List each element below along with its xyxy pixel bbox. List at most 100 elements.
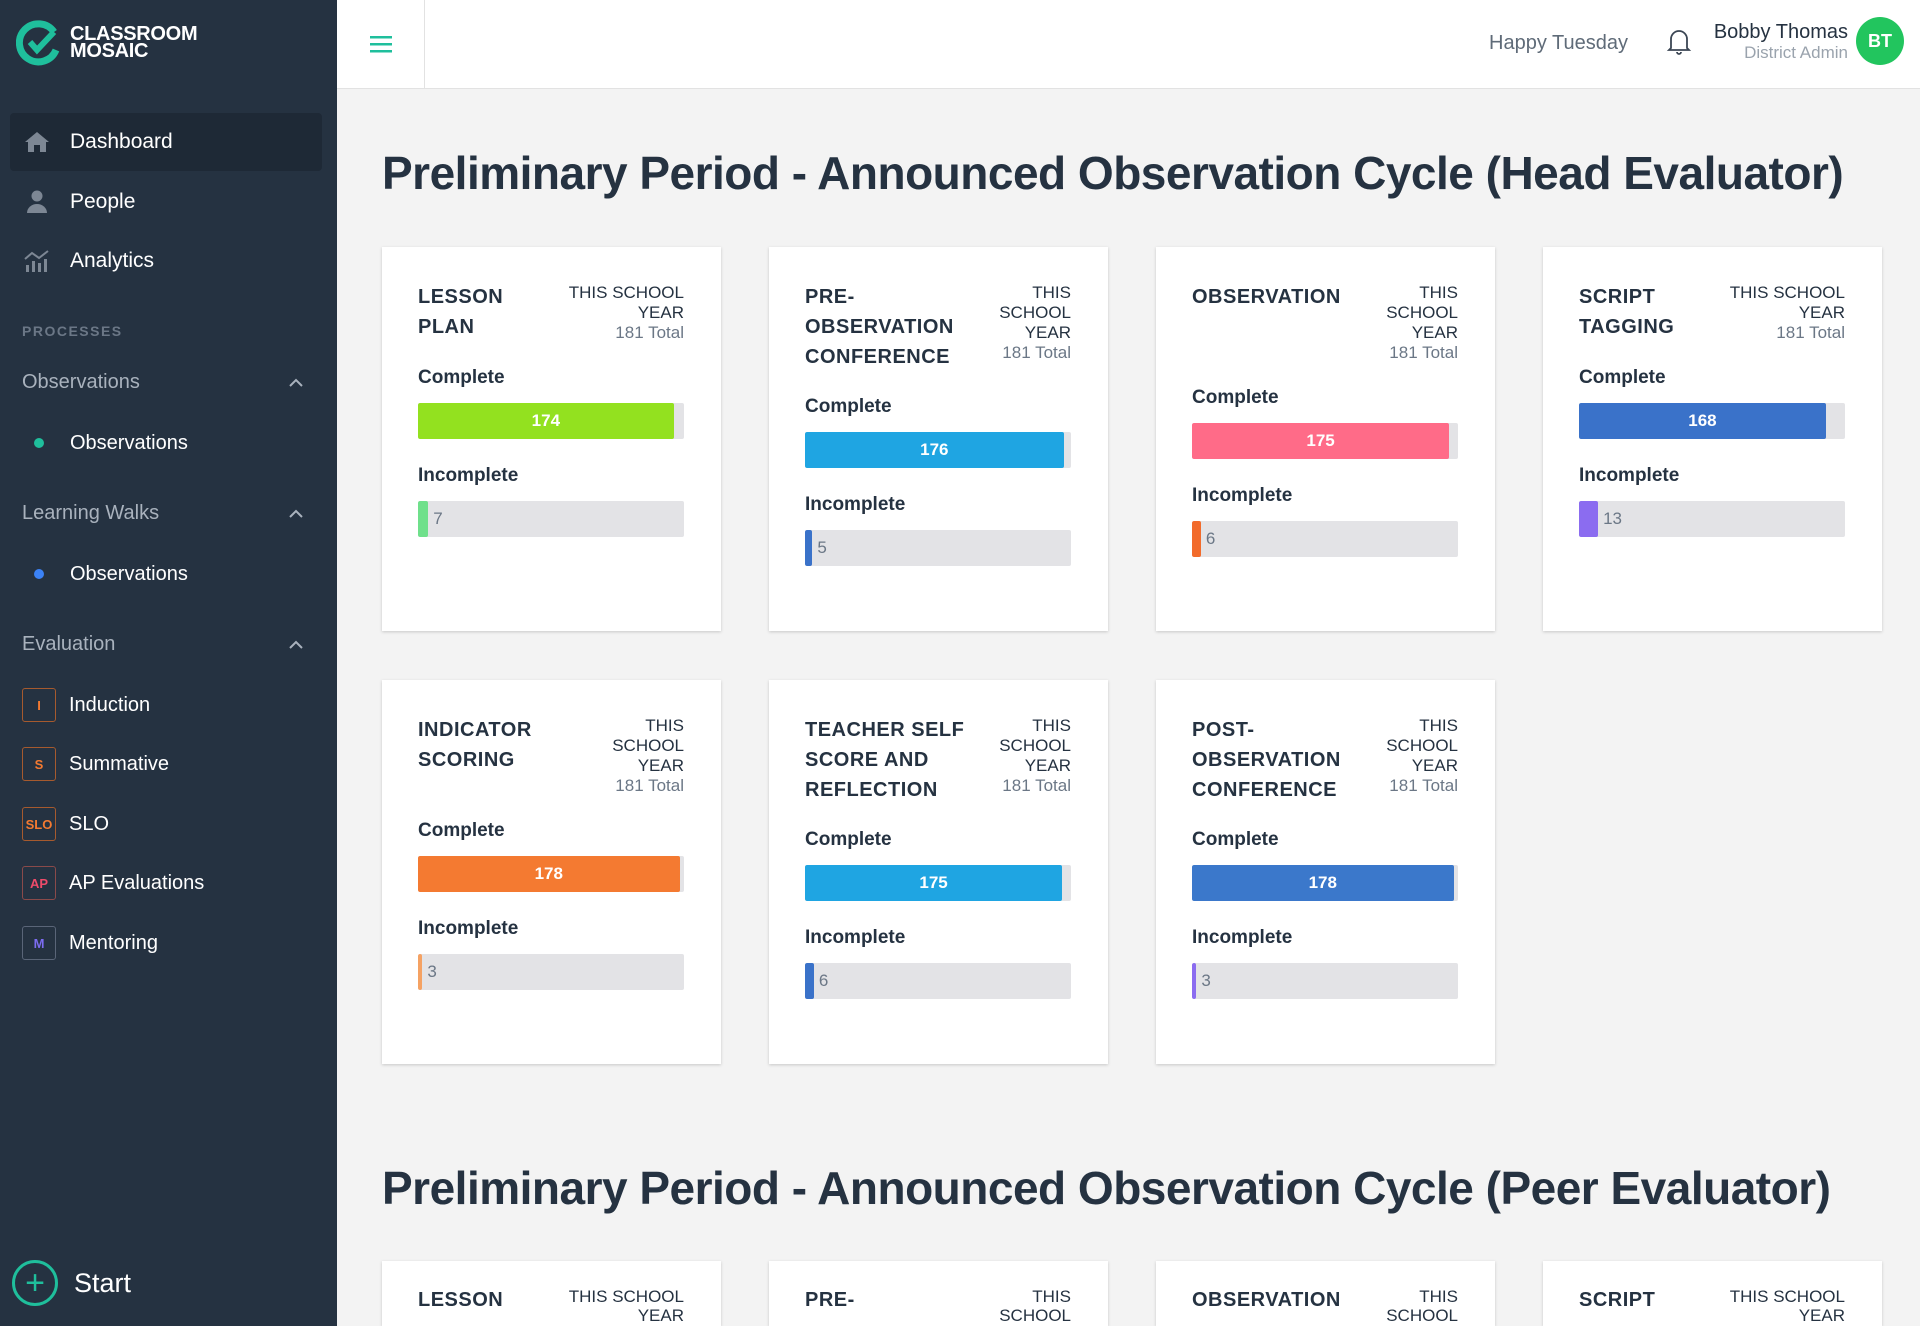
card-period-line: THIS — [1419, 283, 1458, 302]
incomplete-progress-bar[interactable]: 13 — [1579, 501, 1845, 537]
complete-label: Complete — [1192, 387, 1279, 408]
card-period-line: SCHOOL — [999, 736, 1071, 755]
process-card[interactable]: INDICATOR SCORING THIS SCHOOL YEAR 181 Total C… — [382, 680, 721, 1064]
card-title-line: OBSERVATION — [1192, 1289, 1341, 1311]
complete-progress-bar[interactable]: 178 — [418, 856, 684, 892]
incomplete-label: Incomplete — [1579, 465, 1680, 486]
incomplete-label: Incomplete — [418, 918, 519, 939]
complete-progress-bar[interactable]: 176 — [805, 432, 1071, 468]
group-label: Learning Walks — [22, 502, 160, 524]
process-card[interactable]: PRE- THIS SCHOOL — [769, 1261, 1108, 1326]
complete-label: Complete — [805, 829, 892, 850]
card-meta: THIS SCHOOL YEAR — [1730, 1287, 1845, 1325]
complete-label: Complete — [805, 396, 892, 417]
complete-progress-bar[interactable]: 175 — [805, 865, 1071, 901]
card-meta: THIS SCHOOL YEAR 181 Total — [999, 283, 1071, 363]
card-period-line: THIS SCHOOL — [1729, 283, 1845, 302]
incomplete-progress-bar[interactable]: 3 — [1192, 963, 1458, 999]
chevron-up-icon — [289, 378, 303, 387]
sidebar-subitem[interactable]: Observations — [32, 430, 188, 456]
complete-progress-bar[interactable]: 175 — [1192, 423, 1458, 459]
subitem-label: Induction — [69, 693, 151, 716]
sidebar-subitem[interactable]: Observations — [32, 561, 188, 587]
menu-toggle-button[interactable] — [337, 0, 425, 88]
main-content: Preliminary Period - Announced Observati… — [337, 89, 1920, 1326]
subitem-label: Mentoring — [69, 931, 158, 954]
incomplete-count: 5 — [817, 538, 827, 557]
plus-icon: + — [12, 1260, 58, 1306]
complete-label: Complete — [1192, 829, 1279, 850]
card-title-line: SCORE AND — [805, 749, 929, 771]
sidebar-subitem[interactable]: SLO SLO — [22, 807, 110, 841]
complete-count: 175 — [919, 873, 948, 892]
incomplete-fill — [805, 530, 813, 566]
incomplete-fill — [1192, 963, 1197, 999]
card-period-line: THIS — [1032, 283, 1071, 302]
card-period-line: YEAR — [1024, 323, 1071, 342]
chevron-up-icon — [289, 640, 303, 649]
sidebar-group-evaluation[interactable]: Evaluation — [22, 633, 304, 656]
card-period-line: YEAR — [1024, 756, 1071, 775]
process-card[interactable]: LESSON PLAN THIS SCHOOL YEAR 181 Total Comple… — [382, 247, 721, 631]
subitem-label: Observations — [70, 431, 188, 454]
complete-progress-bar[interactable]: 178 — [1192, 865, 1458, 901]
process-card[interactable]: TEACHER SELF SCORE AND REFLECTION THIS SCHOO… — [769, 680, 1108, 1064]
sidebar-subitem[interactable]: S Summative — [22, 747, 169, 781]
complete-progress-bar[interactable]: 168 — [1579, 403, 1845, 439]
sidebar-subitem[interactable]: M Mentoring — [22, 926, 158, 960]
complete-fill — [418, 856, 680, 892]
card-title-line: INDICATOR — [418, 719, 532, 741]
incomplete-progress-bar[interactable]: 6 — [1192, 521, 1458, 557]
incomplete-progress-bar[interactable]: 3 — [418, 954, 684, 990]
process-card[interactable]: SCRIPT TAGGING THIS SCHOOL YEAR 181 Total Com… — [1543, 247, 1882, 631]
complete-count: 178 — [534, 864, 563, 883]
sidebar-subitem[interactable]: AP AP Evaluations — [22, 866, 204, 900]
card-title-line: PRE- — [805, 1289, 855, 1311]
card-title: LESSON — [418, 1286, 503, 1314]
card-title-line: PRE- — [805, 286, 855, 308]
avatar[interactable]: BT — [1856, 17, 1904, 65]
card-period-line: SCHOOL — [612, 736, 684, 755]
card-period-line: YEAR — [637, 1306, 684, 1325]
card-period-line: SCHOOL — [1386, 303, 1458, 322]
section-title: Preliminary Period - Announced Observati… — [382, 1162, 1831, 1214]
start-button[interactable]: + Start — [12, 1260, 131, 1306]
user-menu[interactable]: Bobby Thomas District Admin — [1714, 21, 1848, 62]
complete-fill — [418, 403, 674, 439]
card-period-line: YEAR — [1411, 323, 1458, 342]
card-meta: THIS SCHOOL YEAR 181 Total — [1386, 716, 1458, 796]
sidebar-subitem[interactable]: I Induction — [22, 688, 151, 722]
incomplete-fill — [1192, 521, 1201, 557]
sidebar-item-people[interactable]: People — [10, 173, 322, 231]
sidebar-item-analytics[interactable]: Analytics — [10, 232, 322, 290]
analytics-icon — [22, 249, 52, 273]
process-card[interactable]: PRE- OBSERVATION CONFERENCE THIS SCHOOL YEAR 1… — [769, 247, 1108, 631]
incomplete-label: Incomplete — [805, 927, 906, 948]
process-card[interactable]: POST- OBSERVATION CONFERENCE THIS SCHOOL YEAR… — [1156, 680, 1495, 1064]
logo[interactable]: CLASSROOM MOSAIC — [16, 20, 198, 66]
incomplete-progress-bar[interactable]: 5 — [805, 530, 1071, 566]
card-period-line: THIS SCHOOL — [1729, 1287, 1845, 1306]
complete-count: 168 — [1688, 411, 1717, 430]
subitem-label: SLO — [69, 812, 110, 835]
process-card[interactable]: LESSON THIS SCHOOL YEAR — [382, 1261, 721, 1326]
complete-progress-bar[interactable]: 174 — [418, 403, 684, 439]
sidebar-group-learning-walks[interactable]: Learning Walks — [22, 502, 304, 525]
home-icon — [22, 131, 52, 153]
card-period-line: SCHOOL — [1386, 1306, 1458, 1325]
card-period-line: SCHOOL — [999, 1306, 1071, 1325]
person-icon — [22, 190, 52, 214]
sidebar-group-observations[interactable]: Observations — [22, 371, 304, 394]
incomplete-progress-bar[interactable]: 6 — [805, 963, 1071, 999]
card-title-line: POST- — [1192, 719, 1255, 741]
process-card[interactable]: OBSERVATION THIS SCHOOL — [1156, 1261, 1495, 1326]
sidebar-item-dashboard[interactable]: Dashboard — [10, 113, 322, 171]
process-card[interactable]: SCRIPT THIS SCHOOL YEAR — [1543, 1261, 1882, 1326]
incomplete-progress-bar[interactable]: 7 — [418, 501, 684, 537]
card-title: OBSERVATION — [1192, 1286, 1341, 1314]
greeting: Happy Tuesday — [1489, 32, 1628, 54]
process-card[interactable]: OBSERVATION THIS SCHOOL YEAR 181 Total Comple… — [1156, 247, 1495, 631]
notifications-bell-icon[interactable] — [1666, 26, 1692, 61]
card-total: 181 Total — [615, 776, 684, 795]
logo-line1: CLASSROOM — [70, 23, 198, 45]
